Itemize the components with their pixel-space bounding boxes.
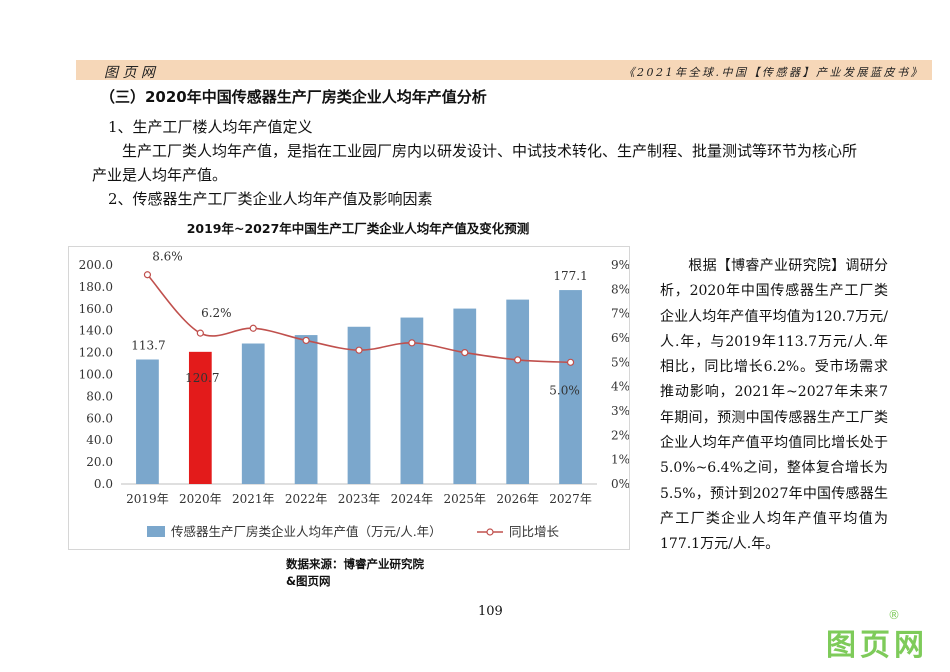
growth-point-2021年 [249,324,257,332]
y-right-tick-label: 5% [611,355,629,369]
paragraph-factors-heading: 2、传感器生产工厂类企业人均年产值及影响因素 [108,190,433,208]
legend-bar-swatch [147,526,165,537]
y-right-tick-label: 0% [611,477,629,491]
y-left-tick-label: 140.0 [79,324,113,338]
x-tick-label: 2022年 [285,492,328,506]
y-right-tick-label: 2% [611,428,629,442]
bar-2023年 [347,326,371,484]
bar-2024年 [400,317,424,484]
legend-line-label: 同比增长 [509,524,560,539]
bar-2021年 [241,343,265,484]
bar-2026年 [506,299,530,484]
header-band [76,60,932,80]
y-left-tick-label: 0.0 [94,477,113,491]
y-right-tick-label: 4% [611,380,629,394]
y-right-tick-label: 8% [611,282,629,296]
bar-2020年 [188,351,212,484]
page-number: 109 [478,604,503,619]
growth-point-2025年 [461,348,469,357]
paragraph-definition-line2: 产业是人均年产值。 [92,166,228,184]
bar-label-2019: 113.7 [131,338,165,352]
y-right-tick-label: 3% [611,404,629,418]
watermark-logo: 图页网 [826,628,928,663]
y-right-tick-label: 9% [611,258,629,272]
y-left-tick-label: 60.0 [86,411,113,425]
y-left-tick-label: 80.0 [86,389,113,403]
legend-bar-label: 传感器生产厂房类企业人均年产值（万元/人.年） [171,524,442,539]
chart-frame: 200.0 180.0 160.0 140.0 120.0 100.0 80.0 60.0 40… [68,246,630,550]
bar-2022年 [294,335,318,484]
growth-point-2023年 [355,346,363,354]
growth-point-2020年 [196,329,204,337]
header-site-name: 图 页 网 [104,65,155,81]
growth-point-2019年 [143,271,152,279]
growth-point-2024年 [408,339,416,347]
y-right-tick-label: 1% [611,453,629,467]
x-tick-label: 2025年 [444,492,487,506]
growth-point-2022年 [302,336,310,345]
section-title: （三）2020年中国传感器生产厂房类企业人均年产值分析 [100,88,487,106]
y-left-tick-label: 100.0 [79,368,113,382]
y-left-tick-label: 200.0 [79,258,113,272]
bar-2019年 [136,359,159,484]
y-left-tick-label: 20.0 [86,455,113,469]
combo-chart: 200.0 180.0 160.0 140.0 120.0 100.0 80.0 60.0 40… [79,250,629,539]
x-tick-label: 2020年 [179,492,222,506]
x-tick-label: 2019年 [126,492,169,506]
line-label-2027: 5.0% [549,383,580,397]
data-source-line2: &图页网 [286,574,331,588]
y-left-tick-label: 160.0 [79,302,113,316]
y-right-tick-label: 6% [611,331,629,345]
x-tick-label: 2021年 [232,492,275,506]
line-label-2019: 8.6% [152,250,183,264]
analysis-text-body: 根据【博睿产业研究院】调研分析，2020年中国传感器生产工厂类企业人均年产值平均… [660,258,888,553]
x-tick-label: 2024年 [391,492,434,506]
x-tick-label: 2027年 [549,492,592,506]
header-book-title: 《2021年全球.中国【传感器】产业发展蓝皮书》 [623,66,924,79]
data-source: 数据来源：博睿产业研究院 &图页网 [286,556,424,590]
growth-point-2026年 [514,356,522,364]
y-left-tick-label: 40.0 [86,433,113,447]
legend-line-marker [486,528,494,536]
paragraph-definition-heading: 1、生产工厂楼人均年产值定义 [108,118,313,136]
y-left-tick-label: 180.0 [79,280,113,294]
y-right-tick-label: 7% [611,307,629,321]
growth-point-2027年 [566,358,575,366]
paragraph-definition-line1: 生产工厂类人均年产值，是指在工业园厂房内以研发设计、中试技术转化、生产制程、批量… [122,142,858,160]
analysis-text: 根据【博睿产业研究院】调研分析，2020年中国传感器生产工厂类企业人均年产值平均… [660,254,888,558]
bar-label-2027: 177.1 [553,269,587,283]
bar-label-2020: 120.7 [185,371,219,385]
data-source-line1: 数据来源：博睿产业研究院 [286,557,424,571]
bar-2025年 [453,308,477,484]
x-tick-label: 2026年 [496,492,539,506]
chart-title: 2019年~2027年中国生产工厂类企业人均年产值及变化预测 [186,221,530,236]
y-left-tick-label: 120.0 [79,346,113,360]
watermark-registered-mark: ® [888,608,900,622]
line-label-2020: 6.2% [201,306,232,320]
bar-2027年 [559,290,582,484]
x-tick-label: 2023年 [338,492,381,506]
